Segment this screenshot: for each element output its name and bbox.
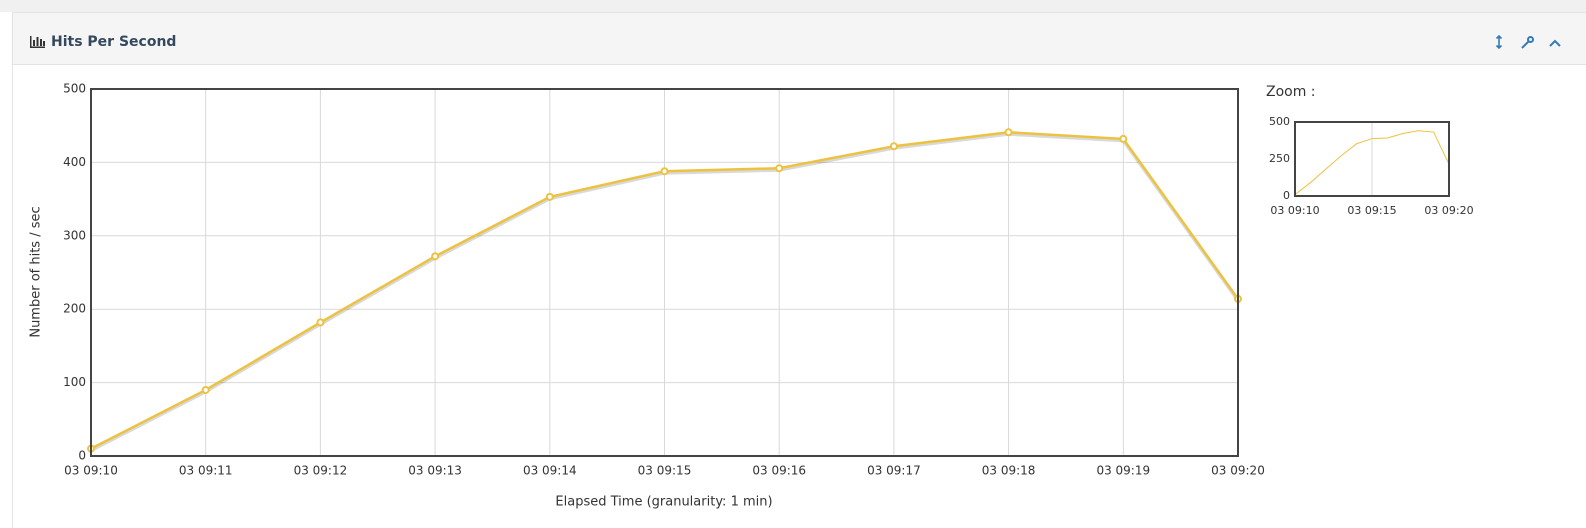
data-point [1119,134,1128,143]
top-strip [0,0,1586,12]
zoom-x-tick-label: 03 09:10 [1270,204,1319,217]
zoom-y-tick-label: 250 [1269,152,1290,165]
collapse-button[interactable] [1549,39,1561,47]
settings-button[interactable] [1521,36,1534,49]
chart-icon [30,36,45,48]
x-tick-label: 03 09:18 [982,464,1036,478]
x-axis-label: Elapsed Time (granularity: 1 min) [555,495,772,510]
y-tick-label: 0 [78,449,86,463]
plot-border [90,88,1239,457]
zoom-plot-border [1294,121,1450,197]
panel-header [13,13,1586,64]
x-tick-label: 03 09:17 [867,464,921,478]
resize-button[interactable] [1495,34,1503,50]
data-point [201,385,210,394]
x-tick-label: 03 09:20 [1211,464,1265,478]
x-tick-label: 03 09:13 [408,464,462,478]
zoom-y-tick-label: 0 [1283,189,1290,202]
data-point [775,164,784,173]
x-tick-label: 03 09:19 [1096,464,1150,478]
y-tick-label: 100 [63,375,86,389]
x-tick-label: 03 09:14 [523,464,577,478]
x-tick-label: 03 09:10 [64,464,118,478]
zoom-x-tick-label: 03 09:15 [1347,204,1396,217]
panel [12,12,1586,528]
y-tick-label: 300 [63,228,86,242]
x-tick-label: 03 09:16 [752,464,806,478]
x-tick-label: 03 09:12 [294,464,348,478]
y-axis-label: Number of hits / sec [29,206,44,337]
y-tick-label: 400 [63,155,86,169]
data-point [889,142,898,151]
y-tick-label: 500 [63,82,86,96]
data-point [660,167,669,176]
zoom-label: Zoom : [1266,84,1316,100]
data-point [545,192,554,201]
zoom-y-tick-label: 500 [1269,115,1290,128]
data-point [1004,128,1013,137]
panel-title: Hits Per Second [51,34,176,50]
zoom-x-tick-label: 03 09:20 [1424,204,1473,217]
data-point [316,318,325,327]
zoom-data-line [1294,130,1450,195]
x-tick-label: 03 09:15 [638,464,692,478]
x-tick-label: 03 09:11 [179,464,233,478]
data-point [431,252,440,261]
y-tick-label: 200 [63,302,86,316]
